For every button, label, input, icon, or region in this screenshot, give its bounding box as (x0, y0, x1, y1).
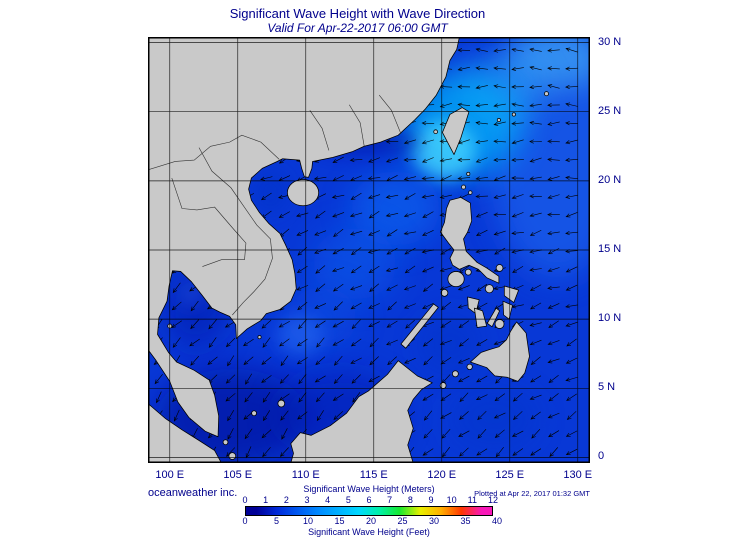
meters-tick-label: 10 (446, 495, 457, 505)
land-anambas (251, 410, 257, 417)
land-marinduque (464, 268, 472, 276)
land-masses (148, 37, 549, 463)
meters-tick-label: 4 (325, 495, 331, 505)
feet-tick-label: 40 (491, 516, 502, 526)
legend-feet-label: Significant Wave Height (Feet) (308, 527, 430, 537)
land-hainan (287, 179, 320, 207)
land-miyako (511, 112, 516, 117)
land-samar (503, 285, 519, 303)
meters-tick-label: 1 (263, 495, 269, 505)
meters-tick-label: 7 (387, 495, 393, 505)
land-palawan (400, 303, 439, 349)
feet-tick-label: 10 (302, 516, 313, 526)
land-conson (257, 335, 262, 340)
map-frame (148, 37, 590, 463)
land-batam (222, 439, 229, 446)
land-basilan (466, 363, 473, 371)
land-batanes (466, 171, 471, 176)
lat-label: 15 N (598, 243, 622, 255)
legend-meters-label: Significant Wave Height (Meters) (303, 484, 435, 494)
meters-tick-label: 11 (467, 495, 477, 505)
land-mindanao (469, 321, 530, 382)
land-cebu (486, 307, 500, 328)
land-natuna (277, 399, 286, 408)
lon-label: 115 E (359, 469, 388, 481)
legend-feet-ticks: 0 5 10 15 20 25 30 35 40 (242, 516, 501, 527)
lon-label: 110 E (291, 469, 320, 481)
meters-tick-label: 6 (366, 495, 372, 505)
plotted-timestamp: Plotted at Apr 22, 2017 01:32 GMT (474, 489, 590, 498)
land-tawitawi (439, 382, 447, 389)
land-sumatra (148, 403, 222, 463)
land-negros (474, 307, 488, 328)
lon-label: 130 E (563, 469, 593, 481)
lon-label: 105 E (223, 469, 253, 481)
credit-text: oceanweather inc. (148, 487, 238, 499)
feet-tick-label: 5 (273, 516, 279, 526)
lat-label: 25 N (598, 104, 622, 117)
land-borneo (290, 360, 433, 463)
meters-tick-label: 0 (242, 495, 248, 505)
land-babuyan (461, 184, 466, 190)
lat-label: 20 N (598, 173, 622, 186)
legend-colorbar (245, 506, 493, 516)
meters-tick-label: 9 (428, 495, 434, 505)
land-calayan (468, 190, 473, 195)
meters-tick-label: 5 (345, 495, 351, 505)
feet-tick-label: 20 (365, 516, 376, 526)
wave-height-shading (156, 37, 590, 463)
legend-meters-ticks: 0 1 2 3 4 5 6 7 8 9 10 11 12 (242, 495, 498, 506)
lon-label: 125 E (495, 469, 525, 481)
land-okinawa (544, 91, 549, 97)
land-masbate (484, 284, 494, 294)
lon-label: 100 E (155, 469, 185, 481)
lat-label: 10 N (598, 312, 622, 325)
land-lingga (228, 452, 237, 460)
country-borders (148, 94, 402, 316)
land-bohol (494, 319, 505, 329)
meters-tick-label: 12 (487, 495, 499, 505)
grid-lines (148, 37, 590, 463)
lat-label: 30 N (598, 35, 622, 48)
land-penghu (433, 129, 438, 135)
land-asia-mainland (148, 37, 460, 438)
feet-tick-label: 15 (334, 516, 345, 526)
land-catanduanes (495, 264, 504, 272)
meters-tick-label: 3 (304, 495, 310, 505)
land-calamian (440, 289, 449, 297)
feet-tick-label: 35 (460, 516, 471, 526)
valid-time-subtitle: Valid For Apr-22-2017 06:00 GMT (267, 21, 448, 35)
land-ishigaki (496, 117, 501, 123)
page-title: Significant Wave Height with Wave Direct… (229, 6, 486, 21)
wave-height-map (148, 37, 590, 463)
land-mindoro (447, 271, 465, 288)
feet-tick-label: 30 (428, 516, 439, 526)
lat-label: 0 (598, 450, 605, 463)
meters-tick-label: 2 (283, 495, 289, 505)
meters-tick-label: 8 (407, 495, 413, 505)
lon-label: 120 E (427, 469, 457, 481)
feet-tick-label: 25 (397, 516, 408, 526)
feet-tick-label: 0 (242, 516, 248, 526)
lat-label: 5 N (598, 381, 616, 394)
land-luzon (440, 197, 500, 284)
land-jolo (451, 370, 459, 378)
